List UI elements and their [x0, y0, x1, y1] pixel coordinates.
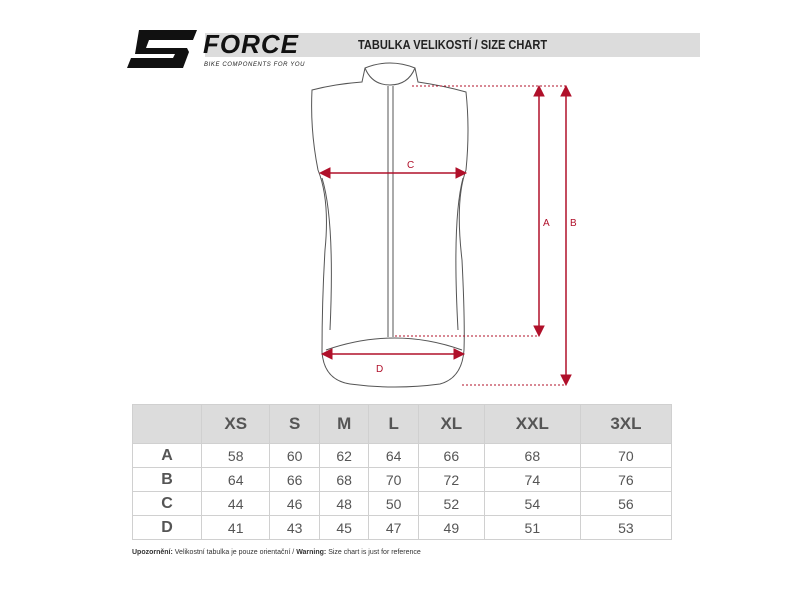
- cell: 66: [417, 443, 485, 468]
- cell: 76: [579, 467, 673, 492]
- cell: 72: [417, 467, 485, 492]
- cell: 68: [483, 443, 581, 468]
- cell: 49: [417, 515, 485, 540]
- arrow-a-heads: [533, 84, 545, 338]
- page-title: TABULKA VELIKOSTÍ / SIZE CHART: [358, 37, 548, 52]
- cell: 60: [269, 443, 320, 468]
- note-en-text: Size chart is just for reference: [326, 549, 421, 556]
- cell: 62: [318, 443, 370, 468]
- cell: 66: [269, 467, 320, 492]
- brand-tagline: BIKE COMPONENTS FOR YOU: [204, 62, 306, 68]
- vest-outline: [311, 62, 469, 388]
- col-header: XL: [417, 404, 485, 444]
- col-header: S: [269, 404, 320, 444]
- hem: [325, 337, 463, 351]
- size-table: XS S M L XL XXL 3XL A 58 60 62 64 66 68 70 B 64 66…: [132, 404, 673, 540]
- table-header-row: XS S M L XL XXL 3XL: [132, 404, 673, 444]
- cell: 70: [579, 443, 673, 468]
- cell: 56: [579, 491, 673, 516]
- cell: 51: [483, 515, 581, 540]
- label-d: D: [376, 364, 383, 375]
- cell: 64: [200, 467, 271, 492]
- cell: 58: [200, 443, 271, 468]
- label-a: A: [543, 218, 550, 229]
- cell: 44: [200, 491, 271, 516]
- cell: 53: [579, 515, 673, 540]
- label-c: C: [407, 160, 414, 171]
- cell: 47: [368, 515, 419, 540]
- side-panels: [321, 177, 464, 331]
- collar: [364, 67, 416, 86]
- force-logo-icon: [127, 30, 197, 68]
- note-cz-label: Upozornění:: [132, 549, 173, 556]
- cell: 45: [318, 515, 370, 540]
- label-b: B: [570, 218, 577, 229]
- cell: 41: [200, 515, 271, 540]
- col-header: M: [318, 404, 370, 444]
- col-header: XS: [200, 404, 271, 444]
- corner-cell: [132, 404, 202, 444]
- cell: 43: [269, 515, 320, 540]
- cell: 70: [368, 467, 419, 492]
- arrow-b-heads: [560, 84, 572, 387]
- table-row: C 44 46 48 50 52 54 56: [132, 491, 673, 516]
- cell: 68: [318, 467, 370, 492]
- col-header: L: [368, 404, 419, 444]
- col-header: XXL: [483, 404, 581, 444]
- vest-diagram: A B C D: [311, 62, 577, 388]
- row-label: D: [132, 515, 202, 540]
- cell: 74: [483, 467, 581, 492]
- row-label: B: [132, 467, 202, 492]
- arrow-c-heads: [318, 167, 468, 179]
- note-cz-text: Velikostní tabulka je pouze orientační /: [172, 549, 297, 556]
- table-row: A 58 60 62 64 66 68 70: [132, 443, 673, 468]
- zipper: [387, 86, 394, 337]
- arrow-d-heads: [320, 348, 466, 360]
- row-label: A: [132, 443, 202, 468]
- cell: 48: [318, 491, 370, 516]
- cell: 50: [368, 491, 419, 516]
- col-header: 3XL: [579, 404, 673, 444]
- cell: 54: [483, 491, 581, 516]
- row-label: C: [132, 491, 202, 516]
- cell: 46: [269, 491, 320, 516]
- brand-name: FORCE: [203, 29, 299, 59]
- table-row: B 64 66 68 70 72 74 76: [132, 467, 673, 492]
- cell: 64: [368, 443, 419, 468]
- note-en-label: Warning:: [296, 549, 327, 556]
- header-bar: [205, 33, 700, 57]
- table-row: D 41 43 45 47 49 51 53: [132, 515, 673, 540]
- cell: 52: [417, 491, 485, 516]
- warning-note: Upozornění: Velikostní tabulka je pouze …: [132, 548, 421, 557]
